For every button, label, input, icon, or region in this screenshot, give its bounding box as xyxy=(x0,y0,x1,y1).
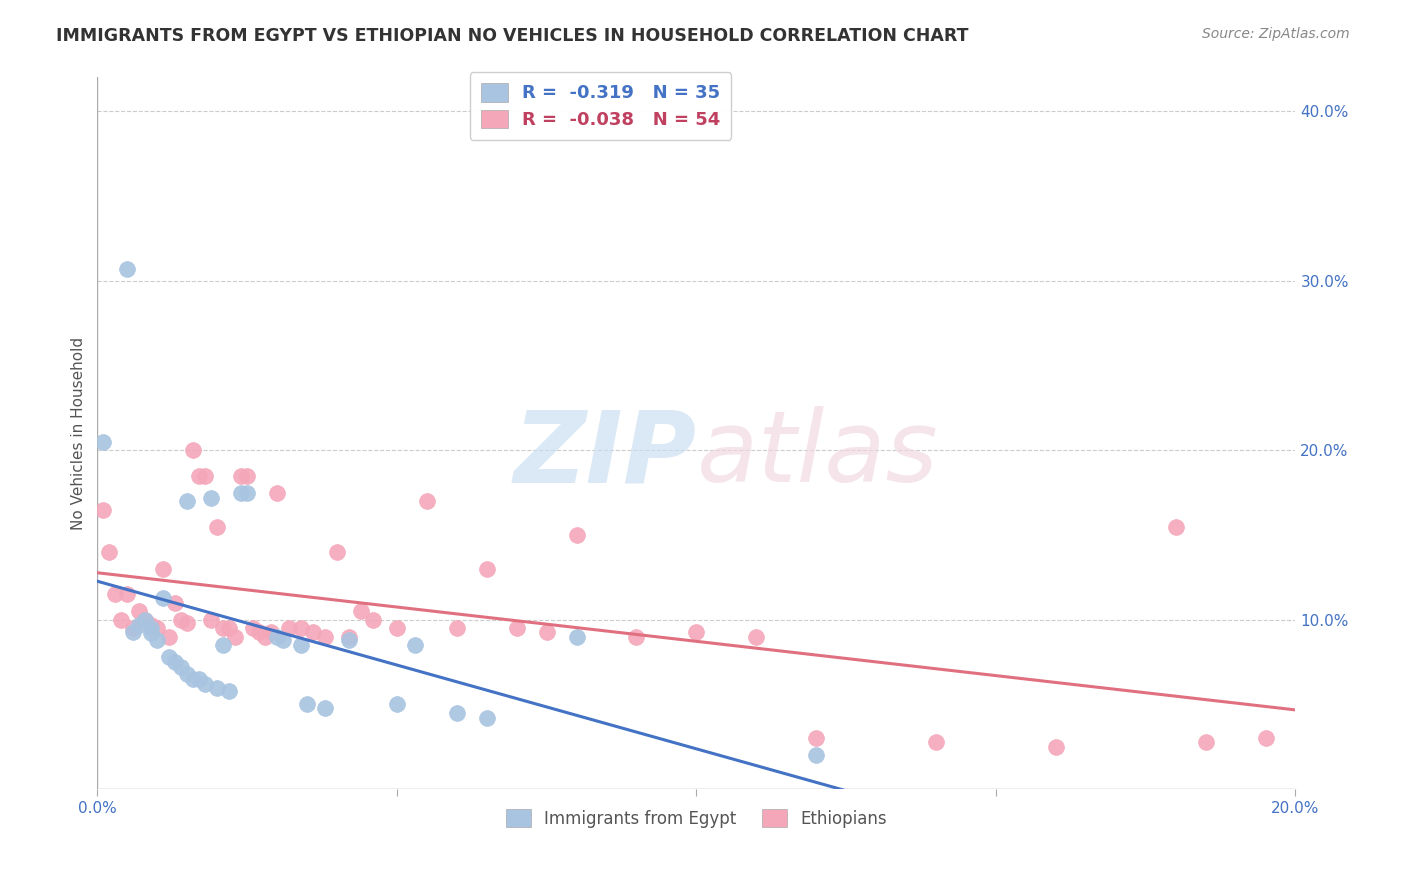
Point xyxy=(152,591,174,605)
Point xyxy=(565,630,588,644)
Point xyxy=(157,650,180,665)
Point xyxy=(1254,731,1277,746)
Point xyxy=(565,528,588,542)
Point xyxy=(212,621,235,635)
Point xyxy=(266,630,288,644)
Point xyxy=(188,468,211,483)
Point xyxy=(200,491,222,505)
Point xyxy=(416,494,439,508)
Point xyxy=(260,624,283,639)
Point xyxy=(146,633,169,648)
Point xyxy=(295,698,318,712)
Point xyxy=(117,587,139,601)
Point xyxy=(170,613,193,627)
Point xyxy=(1045,739,1067,754)
Point xyxy=(93,434,115,449)
Point xyxy=(806,748,828,763)
Point xyxy=(176,494,198,508)
Point xyxy=(110,613,132,627)
Point xyxy=(93,502,115,516)
Point xyxy=(1194,735,1216,749)
Point xyxy=(236,485,259,500)
Point xyxy=(134,613,156,627)
Point xyxy=(146,621,169,635)
Point xyxy=(326,545,349,559)
Text: IMMIGRANTS FROM EGYPT VS ETHIOPIAN NO VEHICLES IN HOUSEHOLD CORRELATION CHART: IMMIGRANTS FROM EGYPT VS ETHIOPIAN NO VE… xyxy=(56,27,969,45)
Point xyxy=(205,519,228,533)
Point xyxy=(475,562,498,576)
Point xyxy=(128,604,150,618)
Y-axis label: No Vehicles in Household: No Vehicles in Household xyxy=(72,337,86,530)
Point xyxy=(536,624,558,639)
Text: ZIP: ZIP xyxy=(513,406,696,503)
Point xyxy=(302,624,325,639)
Point xyxy=(290,638,312,652)
Point xyxy=(242,621,264,635)
Point xyxy=(404,638,426,652)
Point xyxy=(475,711,498,725)
Point xyxy=(205,681,228,695)
Point xyxy=(254,630,277,644)
Point xyxy=(745,630,768,644)
Point xyxy=(350,604,373,618)
Point xyxy=(157,630,180,644)
Point xyxy=(505,621,527,635)
Point xyxy=(385,698,408,712)
Point xyxy=(446,706,468,720)
Point xyxy=(224,630,246,644)
Point xyxy=(176,616,198,631)
Point xyxy=(626,630,648,644)
Point xyxy=(128,617,150,632)
Point xyxy=(200,613,222,627)
Point xyxy=(117,262,139,277)
Point xyxy=(385,621,408,635)
Point xyxy=(229,485,252,500)
Point xyxy=(122,624,145,639)
Point xyxy=(271,633,294,648)
Point xyxy=(446,621,468,635)
Point xyxy=(314,630,336,644)
Point xyxy=(314,701,336,715)
Point xyxy=(141,621,163,635)
Point xyxy=(141,617,163,632)
Point xyxy=(229,468,252,483)
Point xyxy=(266,485,288,500)
Point xyxy=(104,587,127,601)
Point xyxy=(337,630,360,644)
Point xyxy=(170,660,193,674)
Point xyxy=(1164,519,1187,533)
Text: atlas: atlas xyxy=(696,406,938,503)
Point xyxy=(236,468,259,483)
Point xyxy=(278,621,301,635)
Point xyxy=(98,545,121,559)
Point xyxy=(165,596,187,610)
Point xyxy=(152,562,174,576)
Point xyxy=(685,624,707,639)
Point xyxy=(134,613,156,627)
Legend: Immigrants from Egypt, Ethiopians: Immigrants from Egypt, Ethiopians xyxy=(499,803,893,834)
Point xyxy=(218,684,240,698)
Point xyxy=(194,677,217,691)
Point xyxy=(925,735,948,749)
Point xyxy=(337,633,360,648)
Point xyxy=(218,621,240,635)
Point xyxy=(212,638,235,652)
Point xyxy=(194,468,217,483)
Point xyxy=(181,672,204,686)
Point xyxy=(290,621,312,635)
Point xyxy=(141,626,163,640)
Point xyxy=(165,655,187,669)
Point xyxy=(188,672,211,686)
Point xyxy=(806,731,828,746)
Point xyxy=(247,624,270,639)
Point xyxy=(122,621,145,635)
Point xyxy=(361,613,384,627)
Text: Source: ZipAtlas.com: Source: ZipAtlas.com xyxy=(1202,27,1350,41)
Point xyxy=(181,443,204,458)
Point xyxy=(176,667,198,681)
